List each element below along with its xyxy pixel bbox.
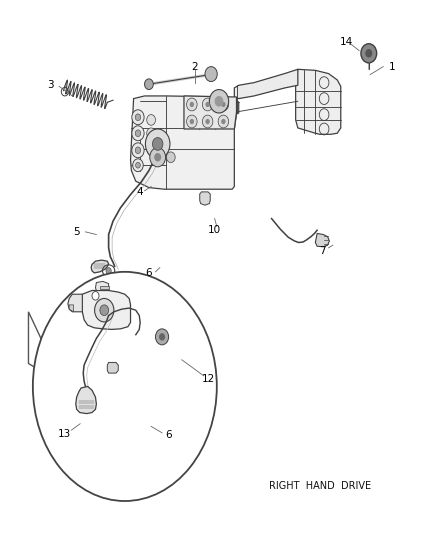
Text: 4: 4	[137, 187, 144, 197]
Text: 3: 3	[47, 80, 54, 90]
Circle shape	[221, 102, 226, 107]
Circle shape	[135, 130, 141, 136]
Circle shape	[202, 98, 213, 111]
Circle shape	[166, 152, 175, 163]
Polygon shape	[200, 192, 210, 205]
Circle shape	[92, 292, 99, 300]
Circle shape	[205, 102, 210, 107]
Polygon shape	[107, 362, 118, 373]
Circle shape	[154, 153, 161, 161]
Polygon shape	[95, 281, 109, 290]
Circle shape	[132, 126, 144, 141]
Polygon shape	[315, 233, 329, 247]
Circle shape	[187, 115, 197, 128]
Circle shape	[95, 298, 114, 322]
Text: 12: 12	[201, 375, 215, 384]
Circle shape	[215, 96, 223, 107]
Circle shape	[100, 305, 109, 316]
Text: 13: 13	[58, 430, 71, 439]
Circle shape	[136, 163, 140, 168]
Circle shape	[145, 79, 153, 90]
Text: 10: 10	[208, 225, 221, 235]
Text: 6: 6	[165, 431, 172, 440]
Polygon shape	[184, 96, 237, 129]
Polygon shape	[131, 96, 239, 189]
Polygon shape	[68, 294, 82, 312]
Circle shape	[132, 110, 144, 125]
Circle shape	[147, 144, 155, 155]
Polygon shape	[82, 290, 131, 329]
Circle shape	[133, 159, 143, 172]
Text: RIGHT  HAND  DRIVE: RIGHT HAND DRIVE	[269, 481, 371, 491]
Polygon shape	[100, 286, 109, 289]
Text: 1: 1	[389, 62, 396, 71]
Circle shape	[152, 138, 163, 150]
Polygon shape	[91, 260, 109, 273]
Circle shape	[221, 119, 226, 124]
Circle shape	[361, 44, 377, 63]
Circle shape	[150, 148, 166, 167]
Ellipse shape	[33, 272, 217, 501]
Polygon shape	[296, 69, 341, 134]
Circle shape	[205, 119, 210, 124]
Text: 7: 7	[318, 246, 325, 255]
Circle shape	[365, 49, 372, 58]
Circle shape	[187, 98, 197, 111]
Circle shape	[190, 102, 194, 107]
Circle shape	[147, 115, 155, 125]
Circle shape	[159, 333, 165, 341]
Circle shape	[135, 147, 141, 154]
Circle shape	[106, 268, 111, 274]
Circle shape	[202, 115, 213, 128]
Text: 14: 14	[339, 37, 353, 46]
Text: 5: 5	[73, 227, 80, 237]
Circle shape	[205, 67, 217, 82]
Circle shape	[135, 114, 141, 120]
Polygon shape	[76, 386, 96, 414]
Circle shape	[147, 128, 155, 139]
Circle shape	[218, 115, 229, 128]
Circle shape	[145, 129, 170, 159]
Polygon shape	[234, 69, 298, 99]
Circle shape	[190, 119, 194, 124]
Circle shape	[218, 98, 229, 111]
Circle shape	[209, 90, 229, 113]
Polygon shape	[69, 305, 74, 312]
Circle shape	[155, 329, 169, 345]
Text: 6: 6	[145, 269, 152, 278]
Circle shape	[132, 143, 144, 158]
Text: 2: 2	[191, 62, 198, 71]
